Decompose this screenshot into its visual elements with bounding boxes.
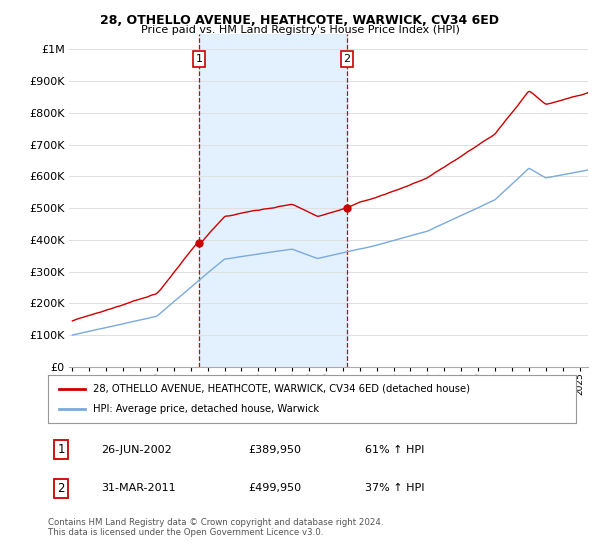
Text: 61% ↑ HPI: 61% ↑ HPI: [365, 445, 424, 455]
Text: 1: 1: [58, 443, 65, 456]
Text: Price paid vs. HM Land Registry's House Price Index (HPI): Price paid vs. HM Land Registry's House …: [140, 25, 460, 35]
Text: £499,950: £499,950: [248, 483, 302, 493]
Text: Contains HM Land Registry data © Crown copyright and database right 2024.
This d: Contains HM Land Registry data © Crown c…: [48, 518, 383, 538]
Text: HPI: Average price, detached house, Warwick: HPI: Average price, detached house, Warw…: [93, 404, 319, 414]
Text: 1: 1: [196, 54, 202, 64]
Text: 37% ↑ HPI: 37% ↑ HPI: [365, 483, 424, 493]
Text: 2: 2: [343, 54, 350, 64]
Bar: [199, 34, 347, 367]
Text: 28, OTHELLO AVENUE, HEATHCOTE, WARWICK, CV34 6ED: 28, OTHELLO AVENUE, HEATHCOTE, WARWICK, …: [101, 14, 499, 27]
Text: £389,950: £389,950: [248, 445, 302, 455]
Text: 31-MAR-2011: 31-MAR-2011: [101, 483, 175, 493]
Text: 2: 2: [58, 482, 65, 495]
Text: 28, OTHELLO AVENUE, HEATHCOTE, WARWICK, CV34 6ED (detached house): 28, OTHELLO AVENUE, HEATHCOTE, WARWICK, …: [93, 384, 470, 394]
Text: 26-JUN-2002: 26-JUN-2002: [101, 445, 172, 455]
